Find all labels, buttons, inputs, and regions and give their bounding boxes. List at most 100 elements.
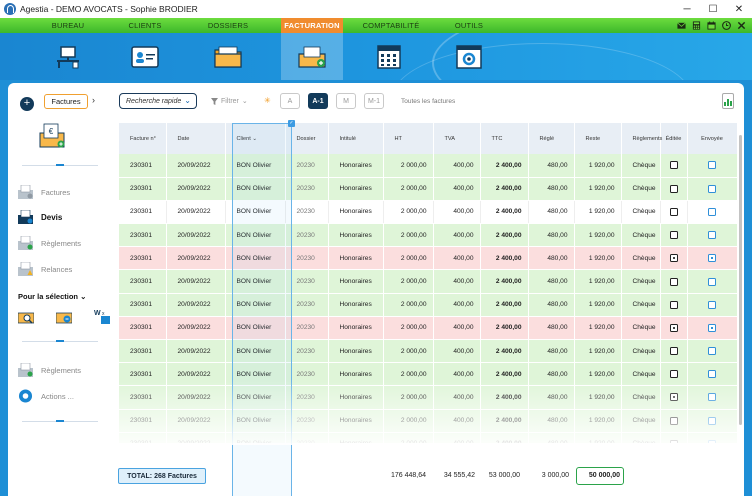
col-ht[interactable]: HT	[383, 123, 434, 154]
cell-dossier: 20230	[285, 362, 329, 387]
band-bureau[interactable]	[37, 33, 99, 80]
envoyee-checkbox[interactable]	[708, 439, 716, 443]
editee-checkbox[interactable]	[669, 300, 678, 309]
envoyee-checkbox[interactable]	[708, 416, 716, 425]
editee-checkbox[interactable]	[669, 439, 678, 443]
chart-icon[interactable]	[722, 93, 734, 109]
filter-button[interactable]: Filtrer ⌄	[211, 97, 248, 105]
col-client[interactable]: Client ⌄	[225, 123, 286, 154]
quick-search-select[interactable]: Recherche rapide ⌄	[119, 93, 197, 109]
col-editee[interactable]: Éditée	[660, 123, 688, 154]
editee-checkbox[interactable]	[669, 184, 678, 193]
period-a1-button[interactable]: A-1	[308, 93, 328, 109]
sidebar-item-factures[interactable]: Factures	[18, 185, 70, 199]
menu-outils[interactable]: OUTILS	[454, 21, 484, 30]
col-dossier[interactable]: Dossier	[285, 123, 329, 154]
menu-dossiers[interactable]: DOSSIERS	[207, 21, 249, 30]
envoyee-checkbox[interactable]	[708, 393, 716, 402]
col-reste[interactable]: Reste	[574, 123, 622, 154]
sidebar-item-reglements[interactable]: Règlements	[18, 236, 81, 250]
envoyee-checkbox[interactable]	[708, 207, 716, 216]
envoyee-checkbox[interactable]	[708, 254, 716, 263]
selection-title[interactable]: Pour la sélection ⌄	[18, 292, 86, 301]
editee-checkbox[interactable]	[669, 254, 678, 263]
period-m1-button[interactable]: M-1	[364, 93, 384, 109]
editee-checkbox[interactable]	[669, 277, 678, 286]
minimize-button[interactable]: ─	[683, 3, 691, 15]
band-dossiers[interactable]	[197, 33, 259, 80]
calendar-icon[interactable]	[707, 21, 716, 30]
maximize-button[interactable]: ☐	[708, 3, 718, 15]
cell-facture: 230301	[119, 223, 167, 248]
menu-clients[interactable]: CLIENTS	[128, 21, 162, 30]
calculator-icon[interactable]	[692, 21, 701, 30]
col-date[interactable]: Date	[166, 123, 226, 154]
new-invoice-icon[interactable]: €	[39, 123, 65, 151]
band-comptabilite[interactable]	[358, 33, 420, 80]
col-facture[interactable]: Facture n°	[119, 123, 167, 154]
col-intitule[interactable]: Intitulé	[328, 123, 384, 154]
envoyee-checkbox[interactable]	[708, 323, 716, 332]
menu-bureau[interactable]: BUREAU	[51, 21, 85, 30]
band-clients[interactable]	[114, 33, 176, 80]
envoyee-checkbox[interactable]	[708, 161, 716, 170]
envoyee-checkbox[interactable]	[708, 347, 716, 356]
all-invoices-link[interactable]: Toutes les factures	[401, 98, 456, 105]
band-facturation[interactable]	[281, 33, 343, 80]
sidebar-item-devis[interactable]: Devis	[18, 210, 62, 224]
envoyee-checkbox[interactable]	[708, 277, 716, 286]
vertical-scrollbar[interactable]	[739, 135, 742, 425]
editee-checkbox[interactable]	[669, 370, 678, 379]
total-reste-box	[576, 467, 624, 485]
close-icon[interactable]	[737, 21, 746, 30]
clock-icon[interactable]	[722, 21, 731, 30]
sidebar-item-reglements-bottom[interactable]: Règlements	[18, 363, 81, 377]
col-tva[interactable]: TVA	[433, 123, 481, 154]
envoyee-checkbox[interactable]	[708, 300, 716, 309]
period-m-button[interactable]: M	[336, 93, 356, 109]
add-button[interactable]: +	[20, 97, 34, 111]
col-ttc[interactable]: TTC	[480, 123, 529, 154]
period-a-button[interactable]: A	[280, 93, 300, 109]
envoyee-checkbox[interactable]	[708, 370, 716, 379]
menu-facturation[interactable]: FACTURATION	[281, 18, 343, 33]
menu-comptabilite[interactable]: COMPTABILITÉ	[362, 21, 420, 30]
col-regle[interactable]: Réglé	[528, 123, 575, 154]
sidebar-item-actions[interactable]: Actions ...	[18, 389, 74, 403]
close-window-button[interactable]: ✕	[734, 3, 744, 15]
col-envoyee[interactable]: Envoyée	[687, 123, 737, 154]
editee-checkbox[interactable]	[669, 231, 678, 240]
mail-icon[interactable]	[677, 21, 686, 30]
send-folder-icon[interactable]	[56, 308, 72, 324]
sidebar-item-relances[interactable]: Relances	[18, 262, 72, 276]
col-reglements[interactable]: Règlements	[621, 123, 662, 154]
editee-checkbox[interactable]	[669, 207, 678, 216]
column-selected-check-icon[interactable]: ✓	[288, 120, 295, 127]
search-folder-icon[interactable]	[18, 308, 34, 324]
quotes-icon	[18, 210, 33, 224]
envoyee-checkbox[interactable]	[708, 184, 716, 193]
editee-checkbox[interactable]	[669, 161, 678, 170]
envoyee-checkbox[interactable]	[708, 231, 716, 240]
editee-checkbox[interactable]	[669, 416, 678, 425]
breadcrumb-factures[interactable]: Factures	[44, 94, 88, 109]
cell-date: 20/09/2022	[166, 362, 226, 387]
band-outils[interactable]	[438, 33, 500, 80]
editee-checkbox[interactable]	[669, 393, 678, 402]
editee-checkbox[interactable]	[669, 323, 678, 332]
editee-checkbox[interactable]	[669, 347, 678, 356]
